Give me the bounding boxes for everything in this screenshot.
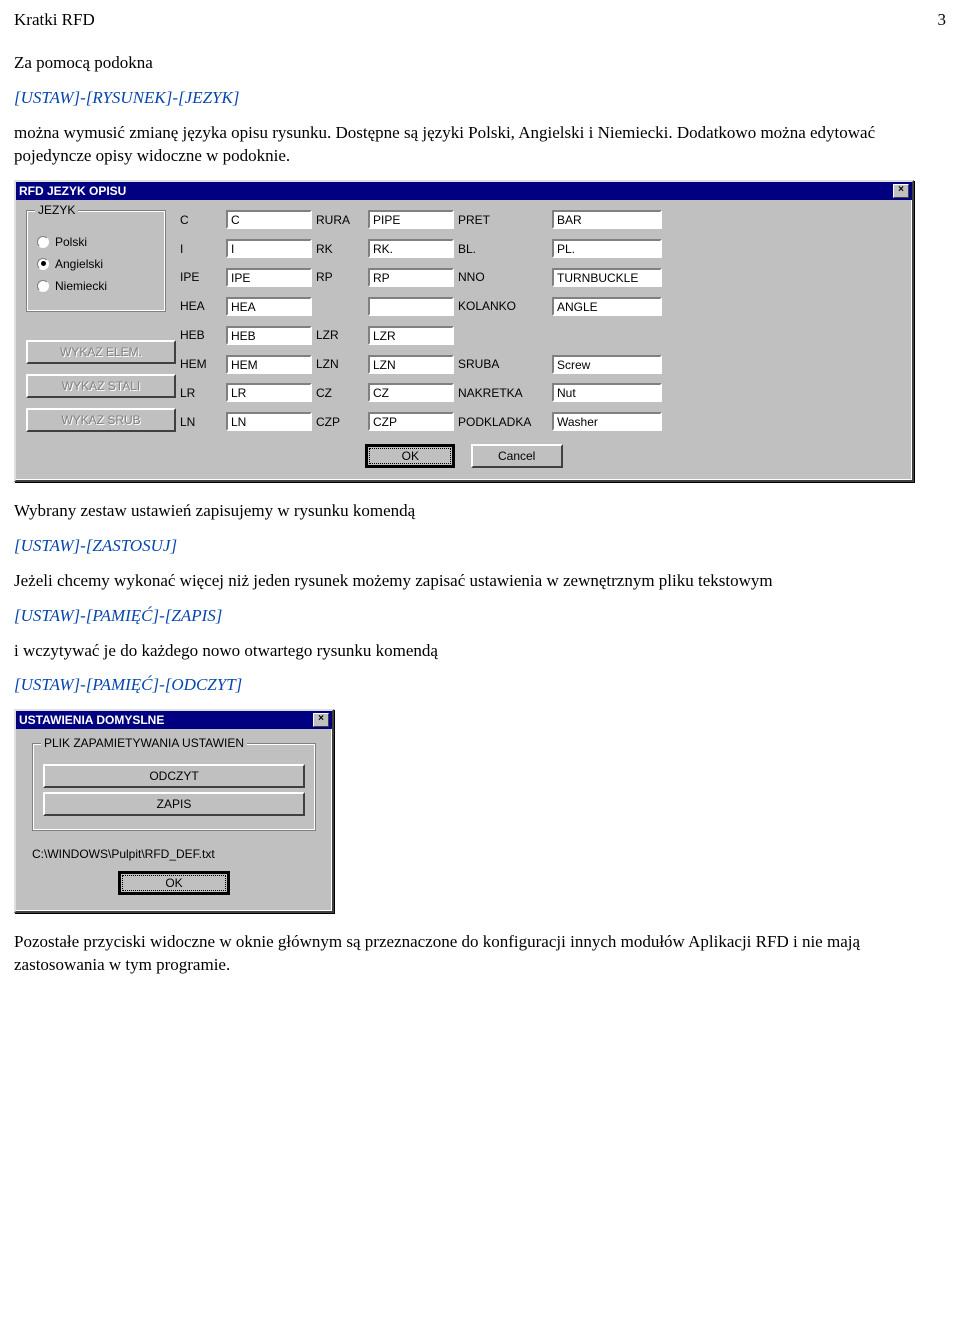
label: BL. xyxy=(458,242,548,256)
field-lzn[interactable]: LZN xyxy=(368,355,454,374)
field-hem[interactable]: HEM xyxy=(226,355,312,374)
dialog-rfd-jezyk-opisu: RFD JEZYK OPISU × JEZYK Polski Angielski xyxy=(14,180,914,482)
field-kolanko[interactable]: ANGLE xyxy=(552,297,662,316)
ok-button[interactable]: OK xyxy=(366,445,454,467)
zapis-button[interactable]: ZAPIS xyxy=(43,792,305,816)
label: RK xyxy=(316,242,364,256)
dialog-ustawienia-domyslne: USTAWIENIA DOMYSLNE × PLIK ZAPAMIETYWANI… xyxy=(14,709,334,913)
close-icon[interactable]: × xyxy=(893,184,909,198)
field-lr[interactable]: LR xyxy=(226,383,312,402)
label: KOLANKO xyxy=(458,299,548,313)
field-nakretka[interactable]: Nut xyxy=(552,383,662,402)
field-nno[interactable]: TURNBUCKLE xyxy=(552,268,662,287)
label: LZR xyxy=(316,328,364,342)
field-rp[interactable]: RP xyxy=(368,268,454,287)
dialog-title: RFD JEZYK OPISU xyxy=(19,184,126,198)
dialog-title: USTAWIENIA DOMYSLNE xyxy=(19,713,164,727)
field-heb[interactable]: HEB xyxy=(226,326,312,345)
field-i[interactable]: I xyxy=(226,239,312,258)
link-3: [USTAW]-[PAMIĘĆ]-[ZAPIS] xyxy=(14,606,222,625)
label: PRET xyxy=(458,213,548,227)
label: NAKRETKA xyxy=(458,386,548,400)
label: RURA xyxy=(316,213,364,227)
field-hea[interactable]: HEA xyxy=(226,297,312,316)
field-cz[interactable]: CZ xyxy=(368,383,454,402)
para-5: i wczytywać je do każdego nowo otwartego… xyxy=(14,640,946,663)
para-2: można wymusić zmianę języka opisu rysunk… xyxy=(14,122,946,168)
label: CZ xyxy=(316,386,364,400)
doc-title: Kratki RFD xyxy=(14,10,95,30)
label: NNO xyxy=(458,270,548,284)
para-4: Jeżeli chcemy wykonać więcej niż jeden r… xyxy=(14,570,946,593)
label: LN xyxy=(180,415,222,429)
field-podkladka[interactable]: Washer xyxy=(552,412,662,431)
field-rk[interactable]: RK. xyxy=(368,239,454,258)
label: SRUBA xyxy=(458,357,548,371)
link-2: [USTAW]-[ZASTOSUJ] xyxy=(14,536,177,555)
radio-label: Niemiecki xyxy=(55,279,107,293)
field-ln[interactable]: LN xyxy=(226,412,312,431)
wykaz-elem-button: WYKAZ ELEM. xyxy=(26,340,176,364)
label: I xyxy=(180,242,222,256)
field-bl[interactable]: PL. xyxy=(552,239,662,258)
radio-label: Polski xyxy=(55,235,87,249)
label: HEA xyxy=(180,299,222,313)
odczyt-button[interactable]: ODCZYT xyxy=(43,764,305,788)
field-blank[interactable] xyxy=(368,297,454,316)
label: HEM xyxy=(180,357,222,371)
groupbox-plik: PLIK ZAPAMIETYWANIA USTAWIEN xyxy=(41,736,247,750)
wykaz-srub-button: WYKAZ SRUB xyxy=(26,408,176,432)
field-c[interactable]: C xyxy=(226,210,312,229)
ok-button[interactable]: OK xyxy=(119,872,229,894)
label: HEB xyxy=(180,328,222,342)
field-sruba[interactable]: Screw xyxy=(552,355,662,374)
radio-icon xyxy=(37,280,49,292)
label: IPE xyxy=(180,270,222,284)
link-1: [USTAW]-[RYSUNEK]-[JEZYK] xyxy=(14,88,239,107)
field-pret[interactable]: BAR xyxy=(552,210,662,229)
field-ipe[interactable]: IPE xyxy=(226,268,312,287)
radio-angielski[interactable]: Angielski xyxy=(37,257,155,271)
path-text: C:\WINDOWS\Pulpit\RFD_DEF.txt xyxy=(32,847,316,861)
para-1: Za pomocą podokna xyxy=(14,52,946,75)
radio-polski[interactable]: Polski xyxy=(37,235,155,249)
label: C xyxy=(180,213,222,227)
page-number: 3 xyxy=(938,10,947,30)
radio-icon xyxy=(37,258,49,270)
para-3: Wybrany zestaw ustawień zapisujemy w rys… xyxy=(14,500,946,523)
wykaz-stali-button: WYKAZ STALI xyxy=(26,374,176,398)
label: CZP xyxy=(316,415,364,429)
close-icon[interactable]: × xyxy=(313,713,329,727)
link-4: [USTAW]-[PAMIĘĆ]-[ODCZYT] xyxy=(14,675,242,694)
label: LR xyxy=(180,386,222,400)
radio-label: Angielski xyxy=(55,257,103,271)
radio-niemiecki[interactable]: Niemiecki xyxy=(37,279,155,293)
field-czp[interactable]: CZP xyxy=(368,412,454,431)
label: RP xyxy=(316,270,364,284)
para-6: Pozostałe przyciski widoczne w oknie głó… xyxy=(14,931,946,977)
label: PODKLADKA xyxy=(458,415,548,429)
radio-icon xyxy=(37,236,49,248)
groupbox-jezyk: JEZYK xyxy=(35,203,78,217)
cancel-button[interactable]: Cancel xyxy=(471,444,563,468)
label: LZN xyxy=(316,357,364,371)
field-rura[interactable]: PIPE xyxy=(368,210,454,229)
field-lzr[interactable]: LZR xyxy=(368,326,454,345)
